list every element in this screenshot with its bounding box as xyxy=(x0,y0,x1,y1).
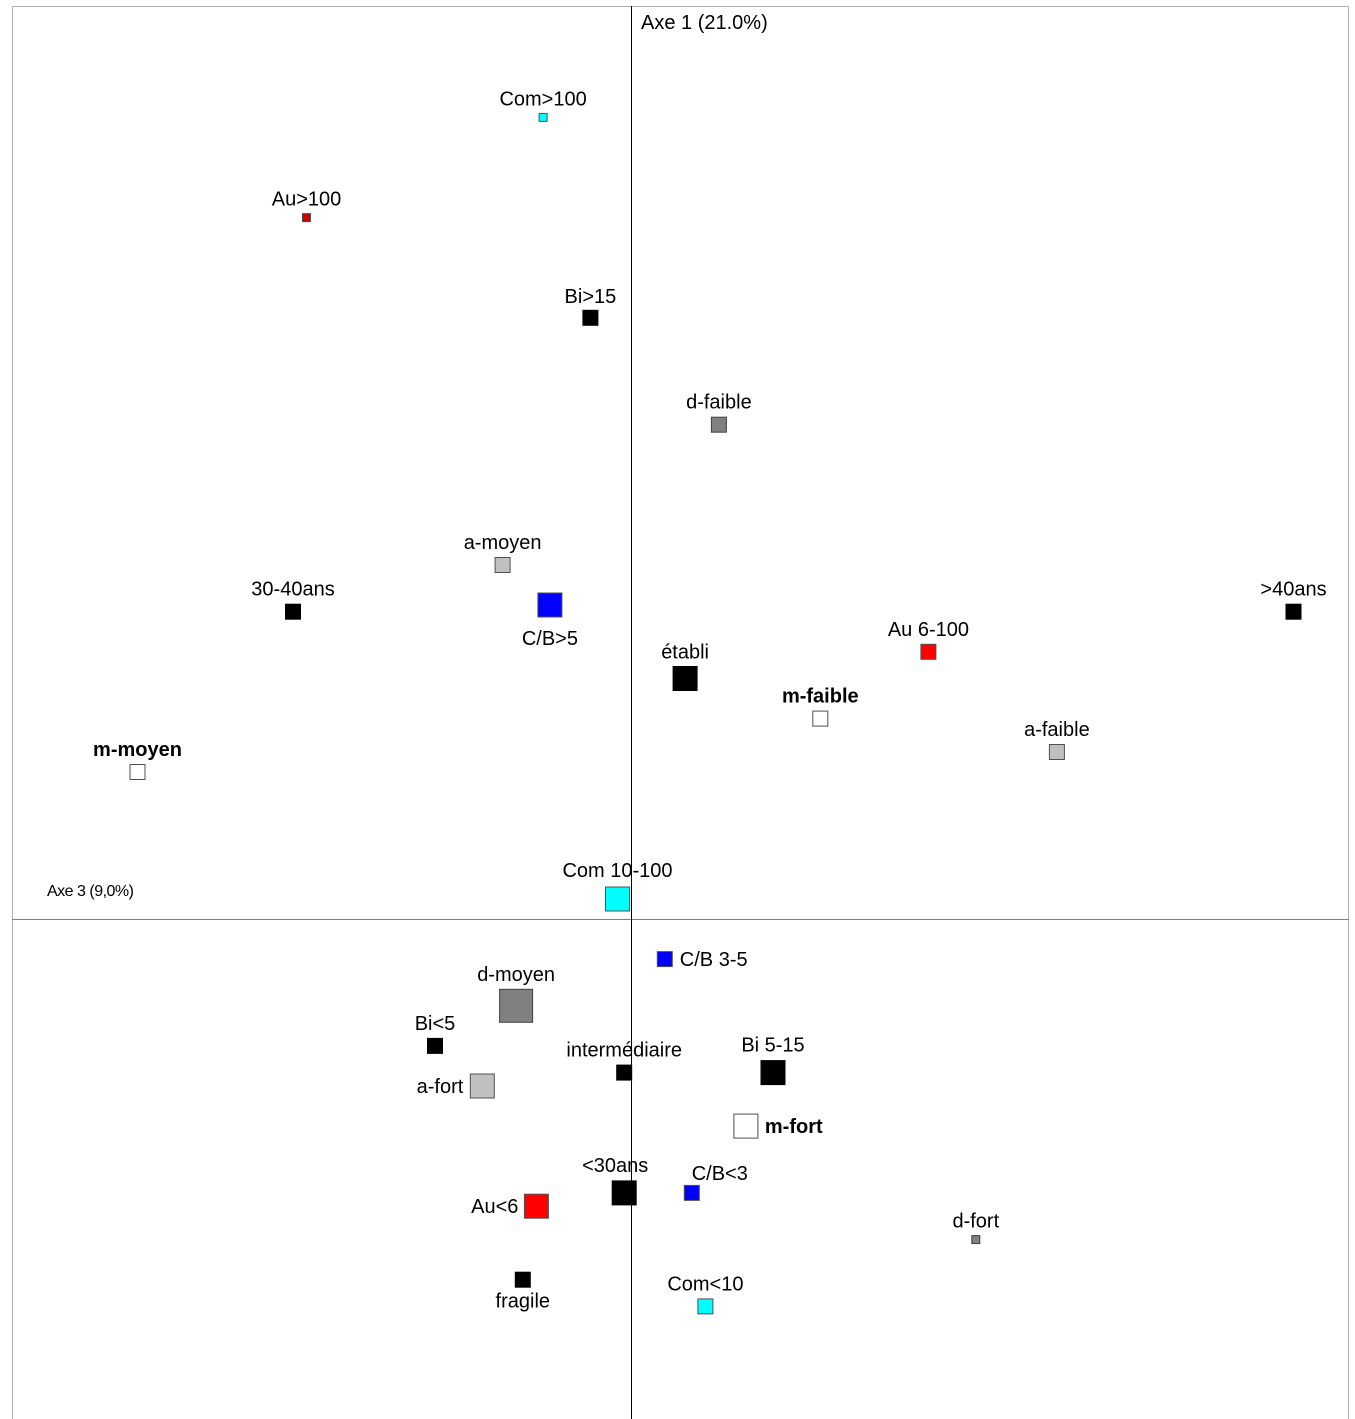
point-label: d-fort xyxy=(952,1211,999,1233)
point-marker xyxy=(616,1064,633,1081)
point-label: Au<6 xyxy=(471,1196,518,1218)
point-label: Au 6-100 xyxy=(888,619,969,641)
point-marker xyxy=(514,1271,531,1288)
point-marker xyxy=(812,710,829,727)
point-label: Bi>15 xyxy=(565,286,617,308)
point-marker xyxy=(710,416,727,433)
point-label: Au>100 xyxy=(272,189,342,211)
point-marker xyxy=(469,1073,495,1099)
point-marker xyxy=(582,309,599,326)
point-marker xyxy=(494,557,511,573)
point-marker xyxy=(683,1184,700,1201)
point-marker xyxy=(760,1060,786,1086)
point-label: d-faible xyxy=(686,392,752,414)
point-label: Bi<5 xyxy=(415,1013,456,1035)
point-marker xyxy=(656,951,673,968)
point-marker xyxy=(499,988,534,1023)
point-label: a-fort xyxy=(417,1076,464,1098)
point-marker xyxy=(920,643,937,660)
point-marker xyxy=(302,213,311,223)
point-label: C/B<3 xyxy=(692,1163,748,1185)
point-marker xyxy=(538,112,548,122)
point-label: a-faible xyxy=(1024,719,1090,741)
point-marker xyxy=(971,1235,981,1245)
point-marker xyxy=(523,1193,549,1219)
plot-frame xyxy=(12,6,1349,1419)
point-label: Com<10 xyxy=(667,1273,743,1295)
point-marker xyxy=(285,603,301,620)
point-label: d-moyen xyxy=(477,964,555,986)
point-marker xyxy=(605,886,630,912)
point-label: C/B 3-5 xyxy=(680,949,748,971)
point-marker xyxy=(129,764,146,780)
point-marker xyxy=(672,666,698,691)
point-label: a-moyen xyxy=(464,532,542,554)
point-marker xyxy=(733,1113,759,1139)
data-points: Com>100 Au>100 Bi>15 d-faible a-moyen C/B>5 30… xyxy=(93,88,1327,1315)
point-label: m-moyen xyxy=(93,739,182,761)
point-label: Com>100 xyxy=(499,88,586,110)
point-label: >40ans xyxy=(1260,579,1326,601)
point-marker xyxy=(611,1180,637,1206)
point-label: m-faible xyxy=(782,686,859,708)
y-axis-title: Axe 1 (21.0%) xyxy=(641,12,768,34)
point-label: intermédiaire xyxy=(566,1040,682,1062)
point-label: <30ans xyxy=(582,1155,648,1177)
point-marker xyxy=(427,1037,443,1054)
point-marker xyxy=(1285,603,1302,620)
point-label: m-fort xyxy=(765,1116,823,1138)
point-label: établi xyxy=(661,642,709,664)
point-marker xyxy=(697,1298,714,1315)
point-label: C/B>5 xyxy=(522,628,578,650)
x-axis-title: Axe 3 (9,0%) xyxy=(47,883,134,900)
point-label: fragile xyxy=(496,1291,550,1313)
point-label: Bi 5-15 xyxy=(741,1035,804,1057)
point-label: Com 10-100 xyxy=(562,860,672,882)
point-marker xyxy=(537,592,563,618)
point-label: 30-40ans xyxy=(251,579,334,601)
point-marker xyxy=(1048,744,1065,760)
